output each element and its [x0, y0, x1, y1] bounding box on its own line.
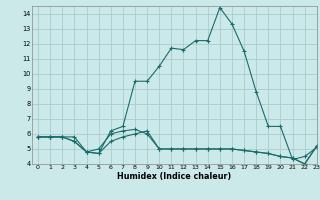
X-axis label: Humidex (Indice chaleur): Humidex (Indice chaleur) — [117, 172, 232, 181]
